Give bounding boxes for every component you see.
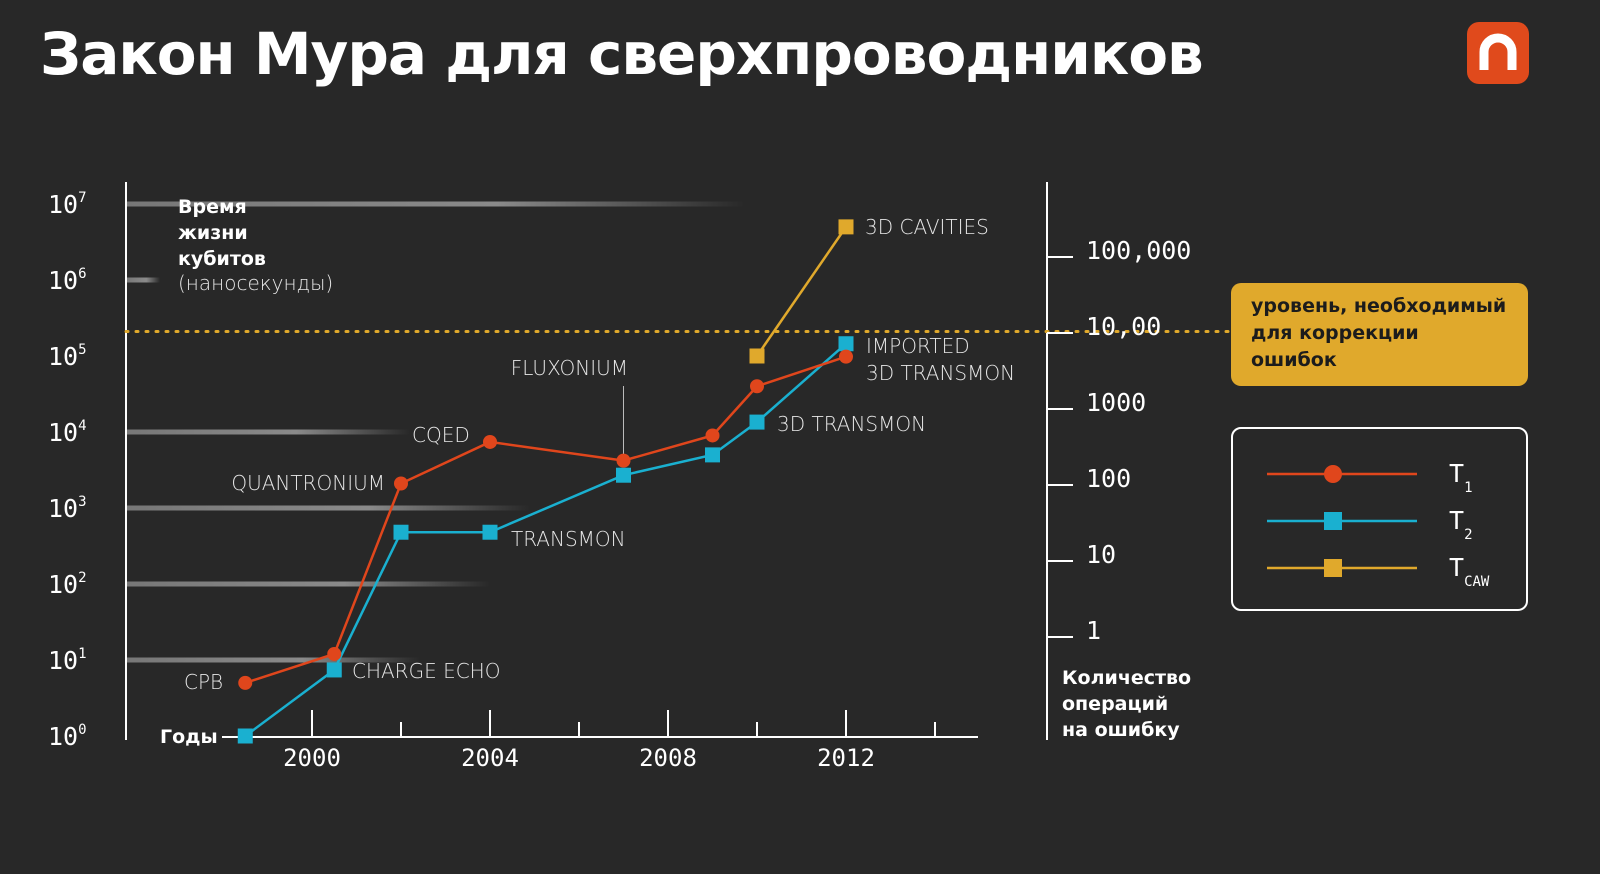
y-tick-base: 10 bbox=[48, 418, 78, 447]
decade-band bbox=[126, 657, 420, 663]
x-tick-label: 2012 bbox=[817, 744, 875, 772]
y2-tick-label: 100 bbox=[1086, 464, 1131, 493]
callout-line: ошибок bbox=[1251, 349, 1337, 371]
y-tick-exponent: 2 bbox=[78, 570, 86, 586]
y-tick-label: 101 bbox=[48, 646, 87, 675]
y-tick-label: 105 bbox=[48, 342, 87, 371]
x-axis-title: Годы bbox=[160, 726, 218, 748]
legend-label-sub: CAW bbox=[1464, 574, 1490, 590]
point-annotation: FLUXONIUM bbox=[511, 356, 628, 380]
legend-label-sub: 2 bbox=[1464, 527, 1472, 543]
y-tick-label: 107 bbox=[48, 190, 87, 219]
n-letter-logo-icon bbox=[1467, 22, 1529, 84]
legend-label-tcaw: TCAW bbox=[1449, 553, 1490, 590]
data-point-t2 bbox=[326, 662, 342, 678]
y2-tick-label: 1 bbox=[1086, 616, 1101, 645]
data-point-t2 bbox=[393, 524, 409, 540]
legend-label-main: T bbox=[1449, 506, 1464, 535]
y-tick-base: 10 bbox=[48, 570, 78, 599]
y-axis-title: кубитов bbox=[178, 248, 266, 270]
point-annotation: CPB bbox=[184, 670, 223, 694]
legend-label-main: T bbox=[1449, 459, 1464, 488]
legend: T1 T2 TCAW bbox=[1231, 427, 1528, 611]
y2-axis-title: на ошибку bbox=[1062, 719, 1180, 741]
data-point-t1 bbox=[705, 428, 720, 443]
data-point-tcaw bbox=[749, 348, 765, 364]
y-axis-title: Время bbox=[178, 196, 247, 218]
data-point-t2 bbox=[838, 336, 854, 352]
data-point-t1 bbox=[483, 434, 497, 449]
data-point-t2 bbox=[482, 524, 498, 540]
legend-marker-t1 bbox=[1324, 465, 1342, 483]
point-annotation: CHARGE ECHO bbox=[352, 659, 500, 683]
data-point-t2 bbox=[749, 414, 765, 430]
y-tick-base: 10 bbox=[48, 190, 78, 219]
decade-band bbox=[126, 581, 490, 587]
page-title: Закон Мура для сверхпроводников bbox=[40, 20, 1204, 88]
point-annotation: IMPORTED bbox=[866, 334, 970, 358]
decade-band bbox=[126, 505, 530, 511]
threshold-callout: уровень, необходимый для коррекции ошибо… bbox=[1231, 283, 1528, 386]
y-tick-exponent: 1 bbox=[78, 646, 86, 662]
point-annotation: 3D TRANSMON bbox=[866, 361, 1015, 385]
point-annotation: TRANSMON bbox=[511, 527, 626, 551]
legend-label-t2: T2 bbox=[1449, 506, 1473, 543]
data-point-t1 bbox=[616, 453, 631, 468]
y-tick-exponent: 4 bbox=[78, 418, 86, 434]
data-point-tcaw bbox=[838, 219, 854, 235]
x-tick-label: 2008 bbox=[639, 744, 697, 772]
legend-marker-t2 bbox=[1324, 512, 1342, 530]
series-line-t1 bbox=[244, 355, 847, 685]
y-tick-exponent: 6 bbox=[78, 266, 86, 282]
legend-label-sub: 1 bbox=[1464, 480, 1472, 496]
callout-line: уровень, необходимый bbox=[1251, 295, 1507, 317]
y-tick-base: 10 bbox=[48, 266, 78, 295]
y2-tick-label: 1000 bbox=[1086, 388, 1146, 417]
callout-line: для коррекции bbox=[1251, 322, 1419, 344]
y-tick-label: 106 bbox=[48, 266, 87, 295]
data-point-t1 bbox=[394, 476, 408, 491]
y-tick-label: 102 bbox=[48, 570, 87, 599]
y-tick-exponent: 0 bbox=[78, 722, 86, 738]
series-line-tcaw bbox=[755, 226, 848, 357]
y-tick-base: 10 bbox=[48, 494, 78, 523]
decade-band bbox=[126, 201, 745, 207]
y2-tick-label: 100,000 bbox=[1086, 236, 1191, 265]
data-point-t2 bbox=[616, 467, 631, 483]
y-tick-label: 103 bbox=[48, 494, 87, 523]
y2-tick-label: 10,00 bbox=[1086, 312, 1161, 341]
legend-marker-tcaw bbox=[1324, 559, 1342, 577]
point-annotation: 3D TRANSMON bbox=[777, 412, 926, 436]
x-tick-label: 2004 bbox=[461, 744, 519, 772]
data-point-t1 bbox=[839, 349, 853, 364]
point-annotation: QUANTRONIUM bbox=[231, 471, 385, 495]
x-tick-label: 2000 bbox=[283, 744, 341, 772]
y2-tick-label: 10 bbox=[1086, 540, 1116, 569]
legend-label-main: T bbox=[1449, 553, 1464, 582]
data-point-t1 bbox=[238, 675, 253, 690]
y-tick-label: 104 bbox=[48, 418, 87, 447]
point-annotation: 3D CAVITIES bbox=[865, 215, 989, 239]
y-tick-base: 10 bbox=[48, 342, 78, 371]
decade-band bbox=[126, 429, 410, 435]
y-tick-exponent: 7 bbox=[78, 190, 86, 206]
y-tick-base: 10 bbox=[48, 646, 78, 675]
y-tick-exponent: 3 bbox=[78, 494, 86, 510]
y-tick-exponent: 5 bbox=[78, 342, 86, 358]
y2-axis-title: операций bbox=[1062, 693, 1168, 715]
y-tick-label: 100 bbox=[48, 722, 87, 751]
data-point-t1 bbox=[327, 646, 342, 661]
point-annotation: CQED bbox=[412, 423, 470, 447]
data-point-t1 bbox=[750, 379, 764, 394]
data-point-t2 bbox=[237, 728, 253, 744]
data-point-t2 bbox=[705, 447, 720, 463]
y-axis-title: жизни bbox=[178, 222, 248, 244]
legend-label-t1: T1 bbox=[1449, 459, 1473, 496]
decade-band bbox=[126, 277, 160, 283]
y2-axis-title: Количество bbox=[1062, 667, 1191, 689]
y-axis-unit: (наносекунды) bbox=[178, 271, 333, 295]
y-tick-base: 10 bbox=[48, 722, 78, 751]
